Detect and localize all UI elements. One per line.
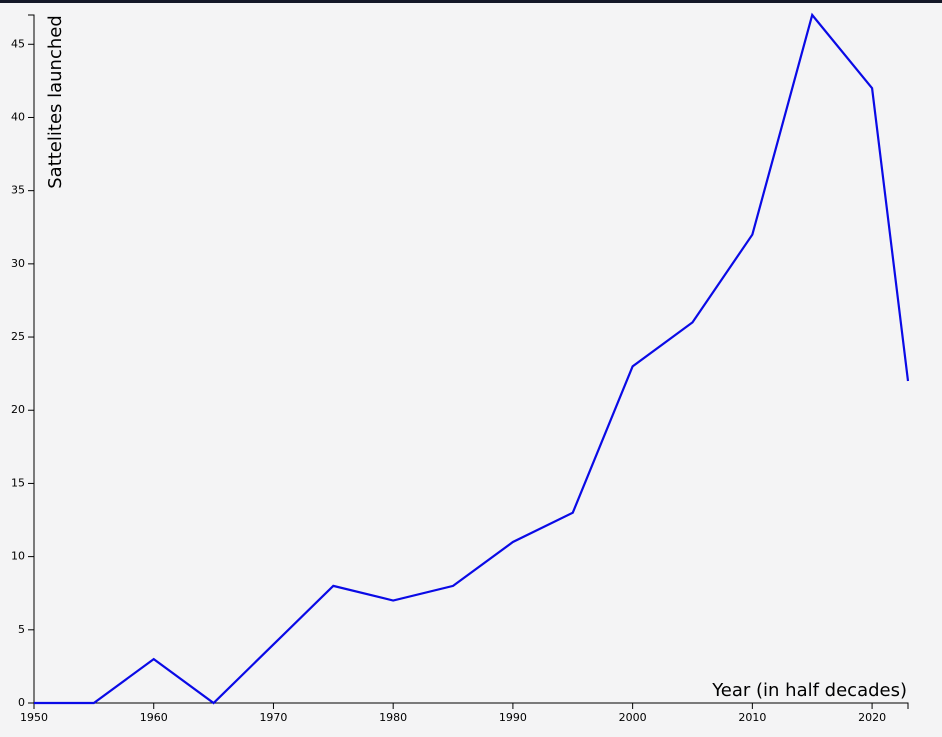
x-tick-label: 1970 — [259, 711, 287, 724]
x-tick-label: 2020 — [858, 711, 886, 724]
x-axis: 1950 1960 1970 1980 1990 2000 2010 2020 — [20, 702, 909, 724]
y-tick-label: 15 — [11, 476, 25, 489]
x-tick-label: 1960 — [140, 711, 168, 724]
x-tick-label: 2010 — [738, 711, 766, 724]
y-tick-label: 5 — [18, 623, 25, 636]
x-axis-title: Year (in half decades) — [711, 680, 907, 701]
y-tick-label: 25 — [11, 330, 25, 343]
y-axis: 0 5 10 15 20 25 30 35 40 45 — [11, 14, 35, 709]
x-tick-label: 1950 — [20, 711, 48, 724]
y-tick-label: 10 — [11, 550, 25, 563]
x-tick-label: 2000 — [619, 711, 647, 724]
y-tick-label: 20 — [11, 403, 25, 416]
y-axis-title: Sattelites launched — [45, 15, 66, 189]
y-tick-label: 30 — [11, 257, 25, 270]
x-tick-label: 1980 — [379, 711, 407, 724]
x-tick-label: 1990 — [499, 711, 527, 724]
y-axis-line — [28, 14, 35, 704]
y-tick-label: 35 — [11, 184, 25, 197]
plot-lines — [34, 12, 910, 705]
series-line — [34, 12, 910, 705]
top-strip — [0, 0, 942, 3]
y-tick-label: 40 — [11, 110, 25, 123]
x-axis-line — [33, 702, 909, 709]
y-tick-label: 0 — [18, 696, 25, 709]
y-tick-label: 45 — [11, 37, 25, 50]
